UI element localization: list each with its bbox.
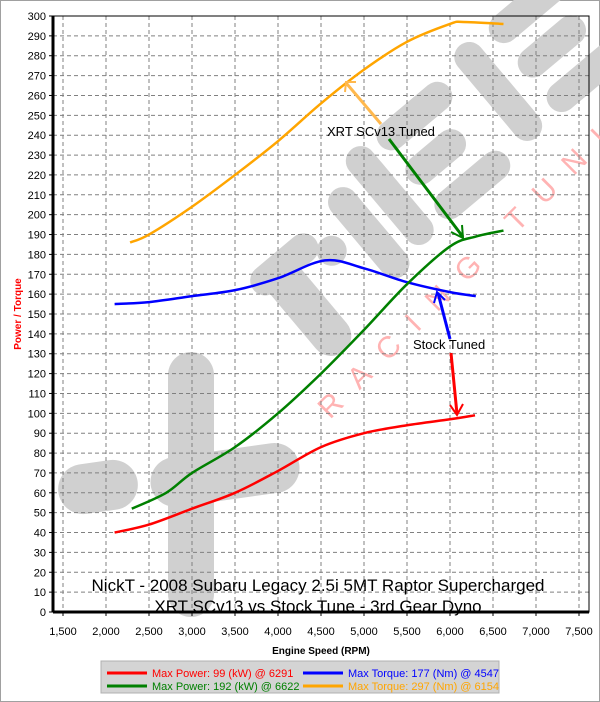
y-tick-label: 300 <box>28 11 46 23</box>
y-tick-label: 100 <box>28 408 46 420</box>
legend-label: Max Power: 99 (kW) @ 6291 <box>152 668 293 680</box>
chart-subtitle: XRT SCv13 vs Stock Tune - 3rd Gear Dyno <box>154 597 481 616</box>
y-tick-label: 170 <box>28 269 46 281</box>
legend-label: Max Torque: 177 (Nm) @ 4547 <box>348 668 499 680</box>
y-tick-label: 10 <box>34 587 46 599</box>
y-tick-label: 40 <box>34 528 46 540</box>
x-tick-label: 6,000 <box>436 626 464 638</box>
annotation-stock-tuned: Stock Tuned <box>413 337 485 352</box>
x-tick-label: 1,500 <box>49 626 77 638</box>
x-axis-label: Engine Speed (RPM) <box>272 646 370 657</box>
y-tick-label: 160 <box>28 289 46 301</box>
x-tick-label: 5,500 <box>393 626 421 638</box>
y-tick-label: 110 <box>28 388 46 400</box>
series-lines <box>114 20 504 534</box>
y-tick-label: 240 <box>28 130 46 142</box>
x-tick-label: 5,000 <box>350 626 378 638</box>
y-axis-label: Power / Torque <box>13 278 24 350</box>
x-tick-label: 7,000 <box>522 626 550 638</box>
axes: 0 10 20 30 40 50 60 70 80 90 100 110 120 130 140 150 160… <box>28 11 593 638</box>
chart-title: NickT - 2008 Subaru Legacy 2.5i 5MT Rapt… <box>92 576 545 595</box>
y-tick-label: 180 <box>28 249 46 261</box>
y-tick-label: 200 <box>28 210 46 222</box>
legend-label: Max Torque: 297 (Nm) @ 6154 <box>348 681 499 693</box>
x-tick-label: 2,000 <box>92 626 120 638</box>
y-tick-label: 90 <box>34 428 46 440</box>
y-tick-label: 80 <box>34 448 46 460</box>
y-tick-label: 120 <box>28 369 46 381</box>
y-tick-label: 20 <box>34 567 46 579</box>
y-tick-label: 250 <box>28 110 46 122</box>
y-tick-label: 280 <box>28 51 46 63</box>
legend-label: Max Power: 192 (kW) @ 6622 <box>152 681 300 693</box>
y-tick-label: 150 <box>28 309 46 321</box>
y-tick-label: 230 <box>28 150 46 162</box>
annotation-xrt-tuned: XRT SCv13 Tuned <box>327 124 435 139</box>
legend-items: Max Power: 99 (kW) @ 6291 Max Torque: 177… <box>107 668 499 693</box>
y-tick-label: 60 <box>34 488 46 500</box>
y-tick-label: 0 <box>40 607 46 619</box>
x-tick-label: 4,000 <box>264 626 292 638</box>
x-tick-label: 2,500 <box>135 626 163 638</box>
y-tick-label: 270 <box>28 71 46 83</box>
y-tick-label: 210 <box>28 190 46 202</box>
y-tick-label: 190 <box>28 230 46 242</box>
series-line-2 <box>131 229 504 510</box>
y-tick-label: 260 <box>28 90 46 102</box>
series-line-3 <box>129 20 504 244</box>
y-tick-label: 220 <box>28 170 46 182</box>
y-tick-label: 30 <box>34 547 46 559</box>
watermark-logo <box>58 0 600 617</box>
x-tick-label: 3,500 <box>221 626 249 638</box>
x-tick-label: 7,500 <box>565 626 593 638</box>
series-line-1 <box>114 258 476 306</box>
y-tick-label: 50 <box>34 508 46 520</box>
y-tick-label: 70 <box>34 468 46 480</box>
x-tick-label: 6,500 <box>479 626 507 638</box>
annotation-arrows <box>344 81 465 417</box>
legend <box>100 660 500 694</box>
x-tick-label: 4,500 <box>307 626 335 638</box>
series-line-0 <box>114 414 476 534</box>
x-tick-label: 3,000 <box>178 626 206 638</box>
y-tick-label: 290 <box>28 31 46 43</box>
y-tick-label: 140 <box>28 329 46 341</box>
y-tick-label: 130 <box>28 349 46 361</box>
